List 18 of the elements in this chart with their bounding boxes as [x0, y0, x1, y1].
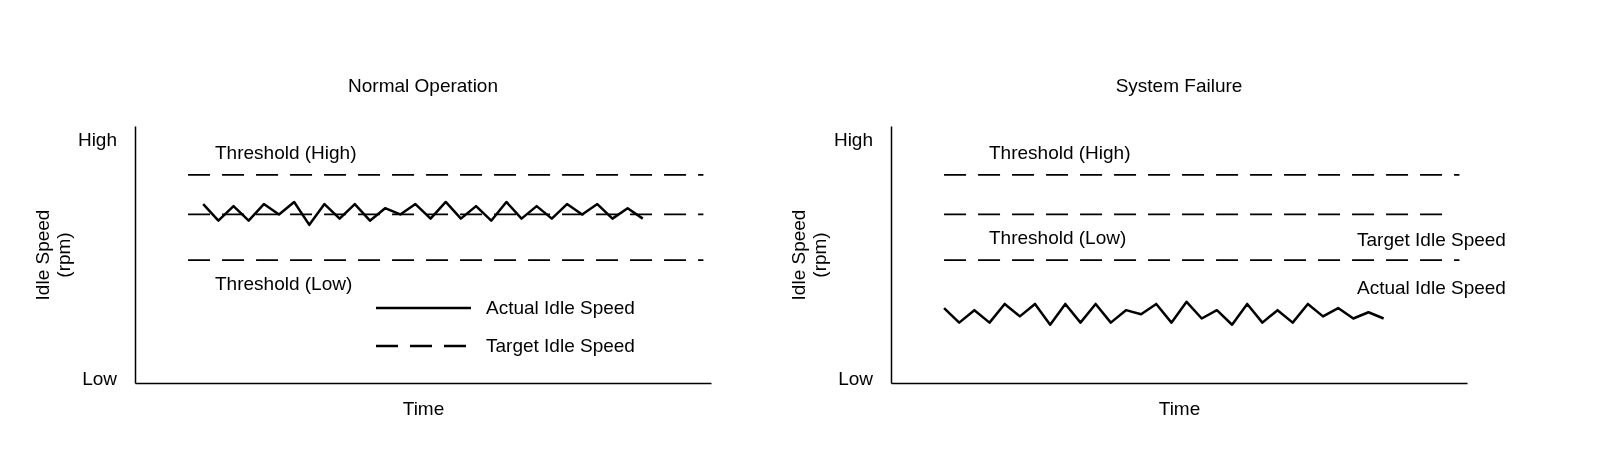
legend-label: Actual Idle Speed — [486, 297, 635, 318]
text: Low — [838, 368, 874, 389]
annotation: Threshold (Low) — [989, 227, 1127, 249]
chart-title: System Failure — [1115, 75, 1243, 96]
x-axis-title: Time — [402, 397, 445, 419]
y-axis-title: Idle Speed (rpm) — [31, 209, 74, 301]
series-label: Target Idle Speed — [1357, 229, 1506, 251]
text: Low — [82, 368, 118, 389]
text: High — [833, 129, 873, 150]
annotation: Threshold (High) — [989, 141, 1131, 163]
x-axis-title: Time — [1158, 397, 1201, 419]
legend-label: Target Idle Speed — [486, 335, 635, 356]
chart-title: Normal Operation — [348, 75, 498, 96]
y-axis-title: Idle Speed (rpm) — [787, 209, 830, 301]
series-label: Actual Idle Speed — [1357, 277, 1506, 299]
annotation: Threshold (Low) — [215, 273, 353, 295]
annotation: Threshold (High) — [215, 141, 357, 163]
text: High — [77, 129, 117, 150]
